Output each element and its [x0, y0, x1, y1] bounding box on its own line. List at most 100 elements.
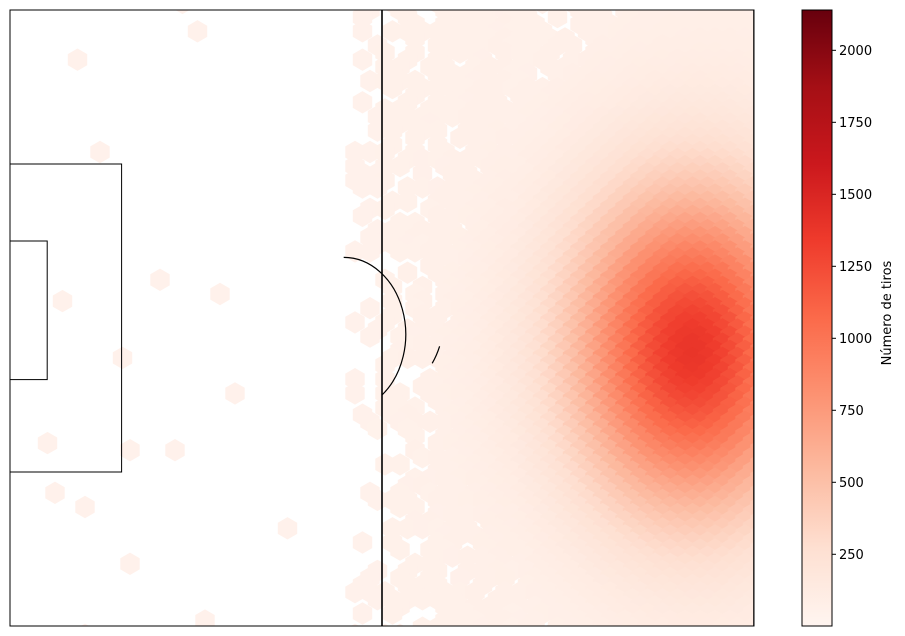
hexbin-cell [112, 346, 133, 370]
hexbin-cell [397, 517, 418, 540]
penalty-area [10, 163, 123, 473]
hexbin-cell [620, 623, 630, 626]
hexbin-cell [412, 147, 433, 171]
hexbin-cell [352, 204, 373, 228]
hexbin-cell [440, 623, 450, 626]
hexbin-cell [442, 545, 463, 568]
hexbin-cell [742, 616, 754, 626]
hexbin-cell [120, 552, 140, 575]
hexbin-cell [695, 623, 705, 626]
hexbin-cell [352, 176, 373, 199]
hexbin-cell [740, 623, 750, 626]
hexbin-cell [727, 616, 748, 626]
hexbin-cell [682, 616, 703, 626]
hexbin-cell [545, 623, 555, 626]
hexbin-layer [37, 10, 754, 626]
hexbin-cell [547, 616, 568, 626]
colorbar-label: Número de tiros [880, 260, 895, 365]
hexbin-cell [352, 531, 373, 554]
hexbin-cell [425, 623, 435, 626]
center-circle-arc-left [343, 256, 407, 396]
colorbar: 250 500 750 1000 1250 1500 1750 2000 Número de … [801, 9, 895, 627]
hexbin-cell [472, 616, 493, 626]
hexbin-cell [622, 616, 643, 626]
hexbin-cell [420, 410, 440, 433]
hexbin-cell [592, 616, 613, 626]
hexbin-cell [345, 382, 365, 405]
hexbin-cell [495, 41, 515, 64]
hexbin-cell [427, 76, 448, 100]
hexbin-cell [442, 247, 463, 270]
hexbin-cell [375, 41, 395, 64]
hexbin-cell [680, 623, 690, 626]
hexbin-cell [352, 602, 373, 625]
hexbin-cell [495, 566, 515, 590]
hexbin-cell [150, 268, 170, 291]
hexbin-cell [712, 616, 733, 626]
hexbin-cell [435, 410, 455, 433]
hexbin-cell [390, 453, 410, 476]
hexbin-cell [412, 517, 433, 540]
hexbin-cell [412, 162, 433, 185]
hexbin-cell [277, 517, 298, 540]
hexbin-cell [375, 453, 395, 476]
hexbin-cell [397, 261, 418, 284]
hexbin-cell [412, 332, 433, 355]
hexbin-cell [485, 623, 495, 626]
hexbin-cell [412, 446, 433, 469]
hexbin-cell [120, 439, 140, 462]
hexbin-cell [560, 623, 570, 626]
hexbin-cell [427, 119, 448, 142]
hexbin-cell [345, 368, 365, 391]
hexbin-cell [345, 140, 365, 164]
hexbin-cell [457, 616, 478, 626]
colorbar-tick-label: 1500 [839, 188, 872, 203]
hexbin-cell [45, 481, 65, 504]
colorbar-tick-label: 250 [839, 548, 864, 563]
hexbin-cell [375, 353, 395, 377]
hexbin-cell [80, 623, 90, 626]
hexbin-cell [397, 190, 418, 213]
hexbin-cell [360, 69, 380, 93]
hexbin-cell [37, 431, 58, 455]
hexbin-cell [457, 488, 478, 512]
hexbin-cell [517, 616, 538, 626]
hexbin-cell [667, 616, 688, 626]
hexbin-cell [375, 140, 395, 164]
hexbin-cell [530, 623, 540, 626]
hexbin-cell [487, 616, 508, 626]
hexbin-cell [360, 297, 380, 320]
hexbin-cell [637, 616, 658, 626]
hexbin-cell [607, 616, 628, 626]
hexbin-cell [405, 495, 425, 519]
pitch-lines [10, 10, 754, 626]
hexbin-cell [345, 311, 365, 334]
hexbin-cell [210, 282, 230, 306]
colorbar-tick-label: 750 [839, 404, 864, 419]
hexbin-cell [427, 431, 448, 455]
hexbin-cell [360, 140, 380, 164]
hexbin-cell [390, 240, 410, 263]
colorbar-ticks: 250 500 750 1000 1250 1500 1750 2000 [832, 44, 872, 563]
hexbin-cell [427, 616, 448, 626]
colorbar-tick-label: 2000 [839, 44, 872, 59]
hexbin-cell [652, 616, 673, 626]
hexbin-cell [165, 439, 185, 462]
hexbin-cell [382, 517, 403, 540]
hexbin-cell [710, 623, 720, 626]
hexbin-cell [397, 176, 418, 199]
center-circle-arc-right [431, 346, 441, 364]
hexbin-cell [397, 346, 418, 370]
hexbin-cell [665, 623, 675, 626]
hexbin-cell [382, 20, 403, 43]
hexbin-cell [427, 304, 448, 327]
hexbin-cell [442, 488, 463, 512]
hexbin-cell [590, 623, 600, 626]
colorbar-tick-label: 1250 [839, 260, 872, 275]
hexbin-cell [90, 140, 110, 164]
hexbin-cell [390, 495, 410, 519]
hexbin-cell [352, 91, 373, 114]
hexbin-cell [442, 616, 463, 626]
hexbin-cell [350, 623, 360, 626]
